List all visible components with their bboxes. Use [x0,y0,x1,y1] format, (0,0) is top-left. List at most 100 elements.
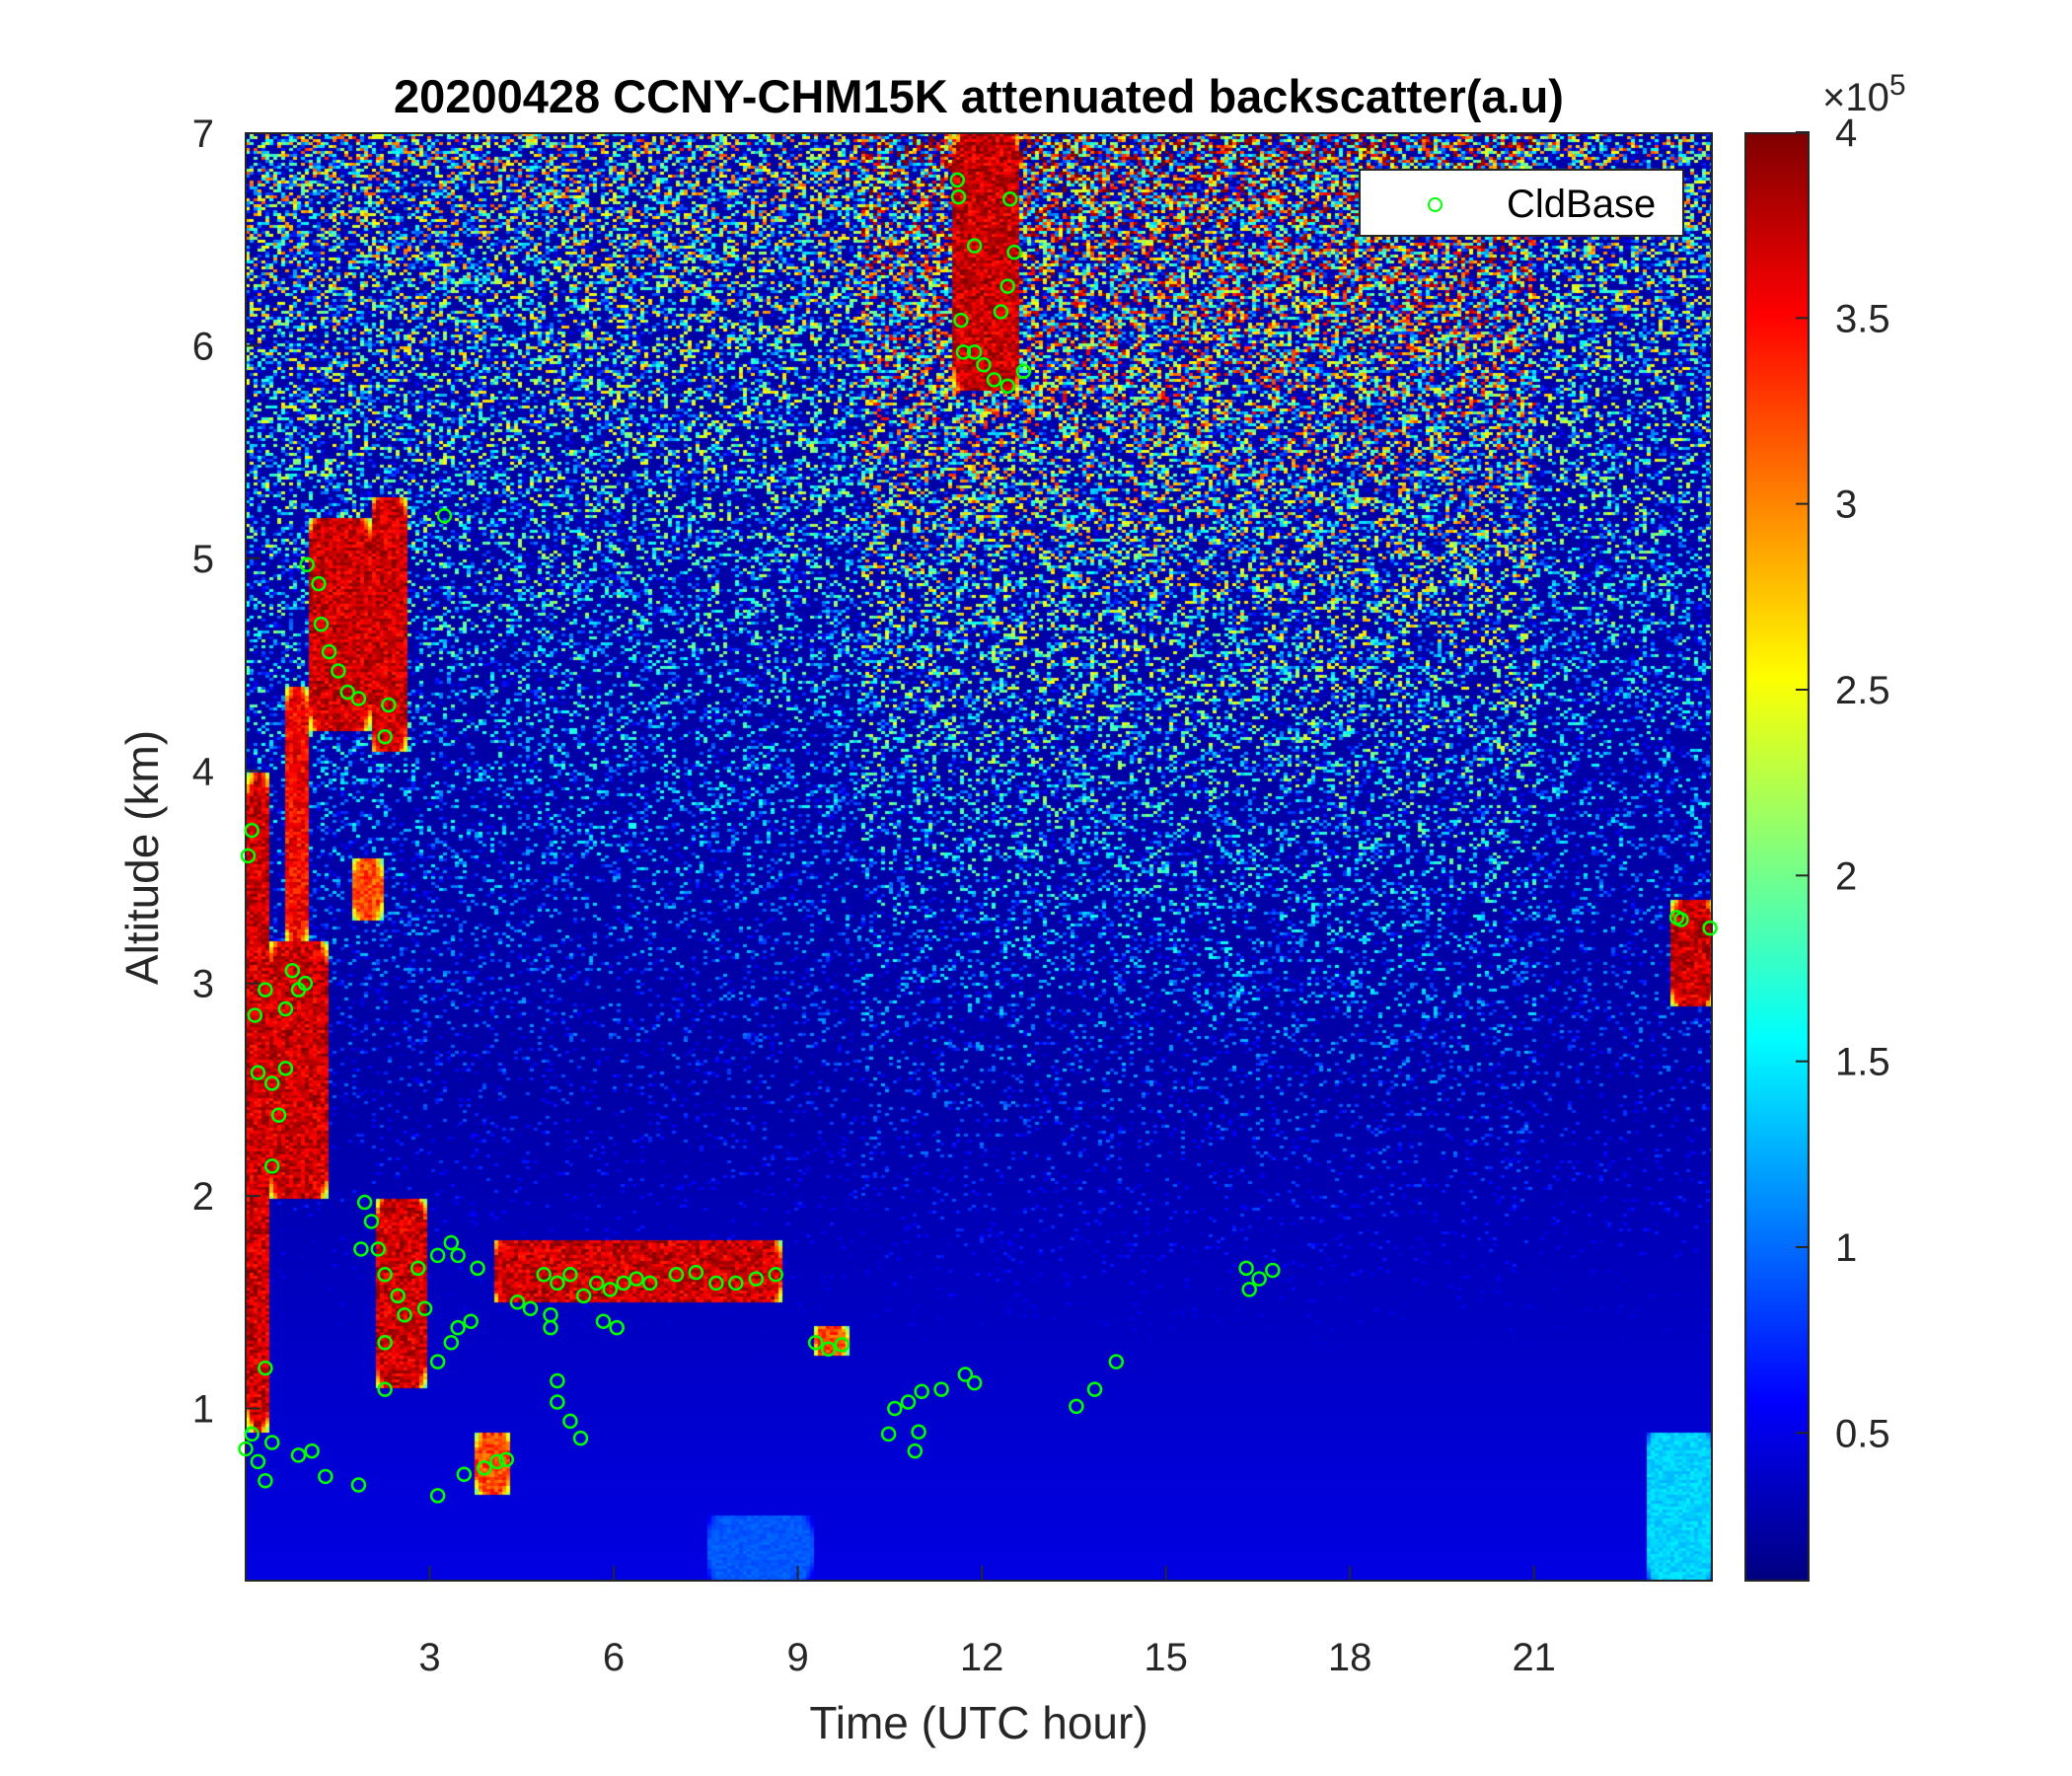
cldbase-point [522,1300,539,1317]
colorbar-tick-label: 1.5 [1835,1041,1890,1084]
cldbase-point [304,1443,320,1459]
cldbase-point [290,1447,307,1463]
cldbase-point [993,304,1009,320]
x-tick-label: 9 [786,1636,808,1679]
cldbase-point [966,1374,983,1391]
cldbase-point [536,1267,552,1283]
cldbase-point [258,982,273,998]
cldbase-point [409,1260,426,1277]
cldbase-point [390,1288,406,1304]
legend-entry-cldbase: CldBase [1507,183,1657,226]
cldbase-point [688,1264,704,1281]
cldbase-point [244,822,259,839]
cldbase-point [277,1061,294,1076]
cldbase-point [950,188,967,205]
x-tick-label: 21 [1512,1636,1556,1679]
cldbase-point [999,378,1015,395]
cldbase-point [240,848,257,864]
cldbase-point [489,1453,505,1470]
cldbase-point [999,278,1015,294]
cldbase-point [708,1275,724,1292]
cldbase-point [1702,920,1718,936]
y-tick-label: 4 [192,750,214,793]
cldbase-point [1238,1260,1254,1277]
x-axis-label: Time (UTC hour) [809,1697,1147,1748]
cldbase-marker-icon [1428,197,1443,212]
cldbase-point [1251,1271,1267,1287]
cldbase-point [966,344,983,360]
cldbase-point [550,1372,565,1389]
x-tick-label: 3 [418,1636,440,1679]
y-tick-label: 2 [192,1175,214,1219]
cldbase-point [933,1381,949,1397]
y-tick-label: 1 [192,1388,214,1432]
x-axis-ticks: 3 6 9 12 15 18 21 [418,1566,1556,1679]
cldbase-point [443,1334,460,1351]
cldbase-point [416,1300,433,1317]
cldbase-point [244,1426,259,1443]
cldbase-point [377,1334,393,1351]
cldbase-point [966,238,983,254]
cldbase-point [363,1214,380,1229]
cldbase-point [616,1275,631,1292]
cldbase-point [311,575,327,592]
cldbase-point [911,1424,926,1440]
y-axis-label: Altitude (km) [116,730,168,985]
cldbase-point [887,1400,903,1417]
cldbase-point [436,508,453,524]
cldbase-point [321,643,337,660]
cldbase-point [270,1107,287,1123]
cldbase-point [284,962,301,979]
cldbase-point [263,1075,280,1091]
cldbase-point [429,1488,446,1504]
cldbase-point [641,1275,658,1292]
cldbase-point [900,1394,917,1410]
cldbase-point [263,1435,280,1450]
cldbase-point [748,1271,765,1287]
cldbase-point [297,975,314,992]
cldbase-point [498,1451,514,1467]
colorbar-tick-label: 3.5 [1835,297,1890,340]
cldbase-point [957,1367,974,1382]
cldbase-point [258,1473,273,1489]
plot-area-border [245,132,1713,1582]
cldbase-point [1006,244,1022,260]
cldbase-point [820,1341,837,1357]
colorbar-tick-label: 4 [1835,111,1857,155]
colorbar-ticks: 0.5 1 1.5 2 2.5 3 3.5 4 [1796,111,1890,1455]
chart-title: 20200428 CCNY-CHM15K attenuated backscat… [394,70,1564,122]
cldbase-point [955,344,972,360]
cldbase-point [595,1313,612,1329]
cldbase-point [1001,191,1018,207]
cldbase-point [550,1275,565,1292]
cldbase-point [299,556,315,573]
cldbase-point [456,1466,473,1483]
cldbase-point [450,1319,466,1336]
cldbase-point [429,1247,446,1264]
cldbase-point [238,1441,254,1457]
y-tick-label: 5 [192,538,214,581]
cldbase-point [575,1288,592,1304]
cldbase-point [377,729,393,745]
cldbase-point [609,1319,625,1336]
colorbar-exponent-base: ×10 [1822,76,1889,119]
cldbase-point [377,1267,393,1283]
cldbase-point [313,616,330,632]
legend: CldBase [1359,169,1684,237]
cldbase-point [277,1000,294,1017]
y-tick-label: 3 [192,963,214,1006]
cldbase-point [914,1383,929,1400]
cldbase-point [250,1453,266,1470]
x-tick-label: 12 [960,1636,1004,1679]
cldbase-point [350,1477,367,1493]
cldbase-point [588,1275,605,1292]
cldbase-point [543,1306,558,1323]
cldbase-series [238,172,1718,1504]
cldbase-point [250,1065,266,1080]
cldbase-point [247,1007,263,1023]
cldbase-point [370,1241,387,1257]
cldbase-point [953,312,969,329]
cldbase-point [443,1234,460,1251]
